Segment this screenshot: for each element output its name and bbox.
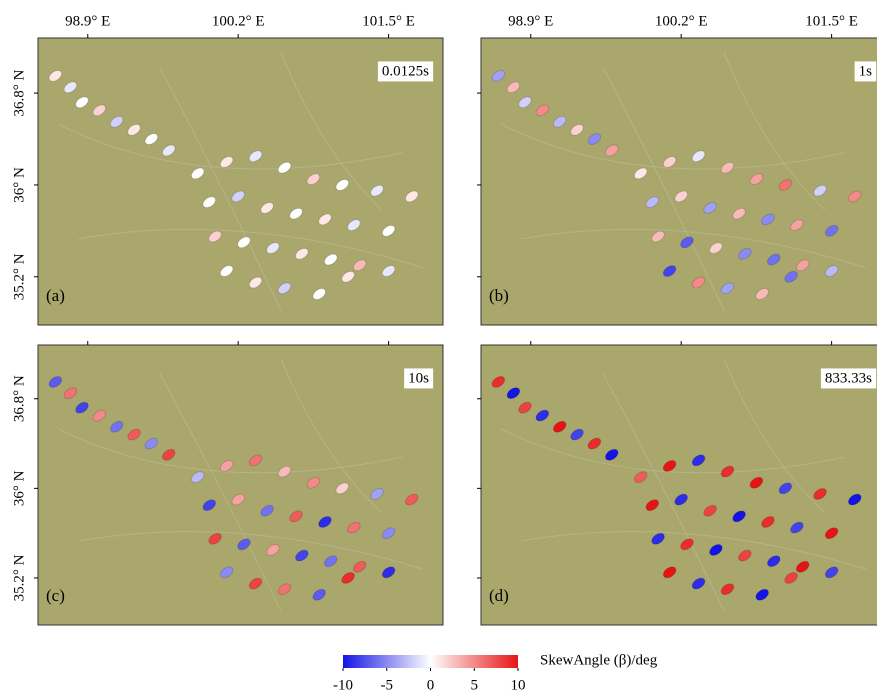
x-tick-label: 100.2° E bbox=[212, 13, 265, 29]
map-background bbox=[481, 345, 877, 625]
x-tick-label: 100.2° E bbox=[655, 13, 708, 29]
panel-label: (c) bbox=[46, 586, 65, 605]
map-panel: 833.33s (d) bbox=[481, 345, 877, 625]
map-background bbox=[38, 345, 443, 625]
y-tick-label: 36.8° N bbox=[11, 70, 27, 117]
period-label: 1s bbox=[859, 63, 873, 79]
colorbar-tick-label: -10 bbox=[333, 677, 353, 693]
colorbar-tick-label: 10 bbox=[511, 677, 526, 693]
figure: 0.0125s (a) 98.9° E 100.2° E 101.5° E 36.8° N… bbox=[0, 0, 877, 697]
x-tick-label: 98.9° E bbox=[508, 13, 553, 29]
y-tick-label: 36° N bbox=[11, 470, 27, 506]
y-tick-label: 36.8° N bbox=[11, 375, 27, 422]
panel-label: (a) bbox=[46, 286, 65, 305]
y-tick-label: 36° N bbox=[11, 167, 27, 203]
x-tick-label: 101.5° E bbox=[362, 13, 415, 29]
panel-label: (d) bbox=[489, 586, 509, 605]
map-background bbox=[481, 38, 877, 325]
colorbar-tick-label: 5 bbox=[471, 677, 479, 693]
map-panel: 0.0125s (a) bbox=[38, 38, 443, 325]
x-tick-label: 98.9° E bbox=[65, 13, 110, 29]
colorbar-label: SkewAngle (β)/deg bbox=[540, 652, 658, 668]
period-label: 10s bbox=[408, 370, 429, 386]
y-tick-label: 35.2° N bbox=[11, 554, 27, 601]
colorbar-tick-label: 0 bbox=[427, 677, 435, 693]
colorbar bbox=[343, 655, 518, 668]
y-tick-label: 35.2° N bbox=[11, 253, 27, 300]
x-tick-label: 101.5° E bbox=[805, 13, 858, 29]
period-label: 833.33s bbox=[825, 370, 872, 386]
panel-label: (b) bbox=[489, 286, 509, 305]
page: {"chart_data": { "type": "scatter-map", … bbox=[0, 0, 877, 697]
colorbar-tick-label: -5 bbox=[381, 677, 394, 693]
period-label: 0.0125s bbox=[382, 63, 429, 79]
map-panel: 10s (c) bbox=[38, 345, 443, 625]
map-panel: 1s (b) bbox=[481, 38, 877, 325]
